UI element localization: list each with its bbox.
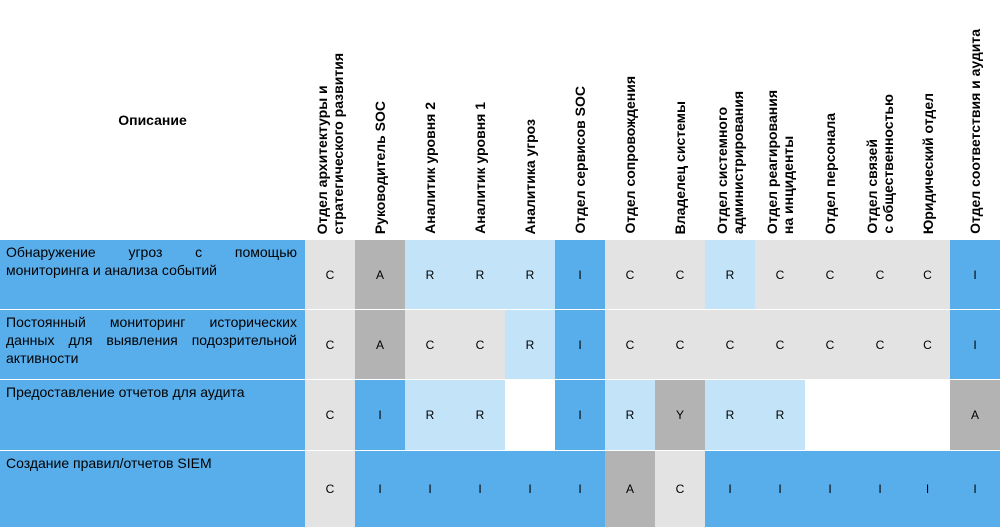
column-header-label: Отдел сервисов SOC — [572, 86, 588, 234]
raci-cell: I — [705, 451, 755, 527]
raci-cell: I — [950, 451, 1000, 527]
raci-cell: I — [805, 451, 855, 527]
raci-cell: C — [855, 310, 905, 379]
raci-cell: R — [405, 240, 455, 309]
raci-cell: C — [305, 380, 355, 450]
raci-cell: A — [355, 240, 405, 309]
column-header: Отдел персонала — [805, 0, 855, 240]
raci-cell: R — [405, 380, 455, 450]
raci-cell: C — [305, 310, 355, 379]
raci-cell: I — [505, 451, 555, 527]
row-description: Постоянный мониторинг исторических данны… — [0, 310, 305, 379]
raci-cell: I — [555, 451, 605, 527]
raci-cell — [805, 380, 855, 450]
raci-cell: R — [605, 380, 655, 450]
raci-cell: C — [655, 451, 705, 527]
raci-cell: I — [905, 451, 950, 527]
column-header-label: Аналитик уровня 2 — [422, 102, 438, 234]
raci-cell: C — [805, 240, 855, 309]
raci-cell: C — [755, 240, 805, 309]
raci-cell: I — [555, 310, 605, 379]
raci-cell: I — [950, 310, 1000, 379]
column-header: Отдел архитектуры и стратегического разв… — [305, 0, 355, 240]
column-header-label: Юридический отдел — [919, 92, 936, 234]
column-header-label: Аналитика угроз — [522, 118, 538, 235]
raci-cell: C — [305, 451, 355, 527]
column-header-label: Аналитик уровня 1 — [472, 102, 488, 234]
column-header-label: Отдел соответствия и аудита — [967, 29, 983, 234]
column-header-label: Отдел сопровождения — [622, 76, 638, 234]
column-header-label: Отдел системного администрирования — [714, 90, 746, 234]
raci-cell: I — [555, 240, 605, 309]
column-header-label: Отдел архитектуры и стратегического разв… — [314, 52, 346, 234]
raci-cell: C — [805, 310, 855, 379]
raci-cell: R — [705, 380, 755, 450]
raci-cell: C — [655, 240, 705, 309]
column-header: Отдел сервисов SOC — [555, 0, 605, 240]
raci-cell: C — [755, 310, 805, 379]
column-header: Отдел связей с общественностью — [855, 0, 905, 240]
raci-cell: I — [455, 451, 505, 527]
raci-cell: I — [355, 451, 405, 527]
raci-cell — [505, 380, 555, 450]
column-header-label: Отдел персонала — [822, 112, 838, 234]
raci-cell: R — [755, 380, 805, 450]
raci-cell: C — [605, 240, 655, 309]
raci-cell — [855, 380, 905, 450]
raci-cell: R — [455, 240, 505, 309]
column-header: Владелец системы — [655, 0, 705, 240]
raci-cell: I — [555, 380, 605, 450]
raci-cell — [905, 380, 950, 450]
raci-cell: C — [405, 310, 455, 379]
raci-cell: C — [905, 240, 950, 309]
raci-cell: I — [755, 451, 805, 527]
column-header-label: Отдел реагирования на инциденты — [764, 89, 796, 234]
raci-cell: A — [950, 380, 1000, 450]
column-header: Аналитика угроз — [505, 0, 555, 240]
column-header: Отдел реагирования на инциденты — [755, 0, 805, 240]
row-description: Предоставление отчетов для аудита — [0, 380, 305, 450]
column-header: Руководитель SOC — [355, 0, 405, 240]
raci-cell: C — [605, 310, 655, 379]
raci-cell: R — [455, 380, 505, 450]
column-header: Отдел сопровождения — [605, 0, 655, 240]
column-header-label: Отдел связей с общественностью — [864, 94, 896, 234]
column-header-label: Руководитель SOC — [372, 100, 388, 234]
raci-cell: C — [705, 310, 755, 379]
column-header: Отдел системного администрирования — [705, 0, 755, 240]
raci-cell: C — [905, 310, 950, 379]
raci-cell: I — [855, 451, 905, 527]
raci-cell: C — [655, 310, 705, 379]
raci-cell: C — [455, 310, 505, 379]
column-header: Аналитик уровня 1 — [455, 0, 505, 240]
row-description: Создание правил/отчетов SIEM — [0, 451, 305, 527]
raci-cell: I — [355, 380, 405, 450]
column-header-label: Владелец системы — [672, 100, 688, 234]
raci-cell: C — [305, 240, 355, 309]
description-header: Описание — [118, 112, 187, 128]
raci-cell: I — [405, 451, 455, 527]
column-header: Отдел соответствия и аудита — [950, 0, 1000, 240]
raci-cell: R — [505, 310, 555, 379]
raci-cell: I — [950, 240, 1000, 309]
row-description: Обнаружение угроз с помощью мониторинга … — [0, 240, 305, 309]
raci-cell: Y — [655, 380, 705, 450]
raci-cell: R — [505, 240, 555, 309]
raci-cell: C — [855, 240, 905, 309]
column-header: Юридический отдел — [905, 0, 950, 240]
raci-cell: A — [355, 310, 405, 379]
raci-cell: A — [605, 451, 655, 527]
column-header: Аналитик уровня 2 — [405, 0, 455, 240]
raci-cell: R — [705, 240, 755, 309]
